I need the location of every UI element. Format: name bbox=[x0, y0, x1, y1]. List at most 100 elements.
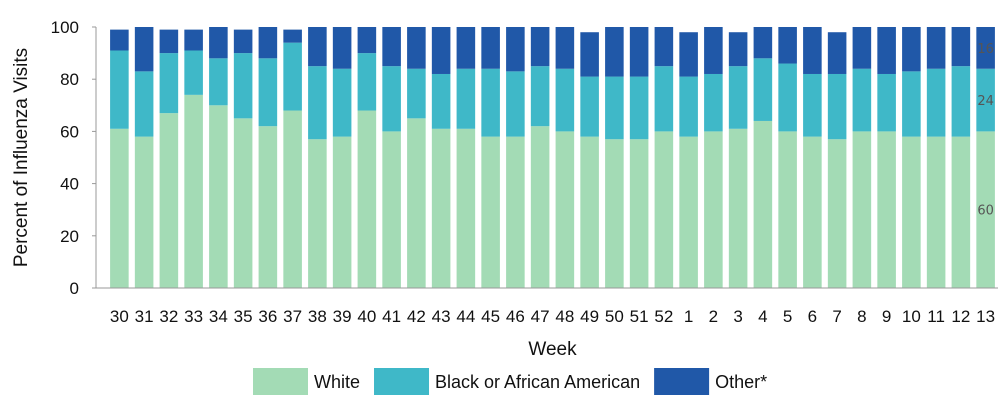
bar-white-week-9 bbox=[877, 131, 896, 288]
bar-stack-week-13 bbox=[976, 27, 995, 288]
bar-other-week-33 bbox=[184, 29, 203, 51]
bar-black-or-african-american-week-39 bbox=[332, 68, 352, 137]
bar-stack-week-3 bbox=[728, 32, 748, 288]
bar-black-or-african-american-week-49 bbox=[580, 76, 599, 137]
bar-other-week-7 bbox=[827, 32, 847, 74]
bar-other-week-9 bbox=[877, 27, 896, 74]
x-tick-label: 11 bbox=[927, 307, 945, 326]
bar-stack-week-30 bbox=[110, 29, 129, 288]
bar-other-week-1 bbox=[679, 32, 698, 77]
x-tick-label: 38 bbox=[308, 307, 327, 326]
x-tick-label: 41 bbox=[382, 307, 401, 326]
bar-other-week-3 bbox=[728, 32, 748, 67]
x-tick-label: 36 bbox=[258, 307, 277, 326]
bar-other-week-36 bbox=[258, 27, 278, 59]
x-tick-label: 5 bbox=[783, 307, 792, 326]
bar-white-week-47 bbox=[530, 126, 550, 289]
bar-white-week-33 bbox=[184, 94, 203, 288]
x-tick-label: 42 bbox=[407, 307, 426, 326]
bar-black-or-african-american-week-13 bbox=[976, 68, 995, 132]
bar-stack-week-4 bbox=[753, 27, 773, 289]
bar-black-or-african-american-week-33 bbox=[184, 50, 203, 95]
bar-other-week-39 bbox=[332, 27, 352, 69]
bar-stack-week-31 bbox=[134, 27, 154, 288]
bar-stack-week-48 bbox=[555, 27, 575, 288]
bar-other-week-44 bbox=[456, 27, 476, 69]
bar-black-or-african-american-week-11 bbox=[926, 68, 946, 137]
bar-white-week-2 bbox=[704, 131, 723, 288]
x-tick-label: 43 bbox=[432, 307, 451, 326]
bar-other-week-50 bbox=[605, 27, 624, 77]
bar-white-week-44 bbox=[456, 128, 476, 288]
bar-white-week-45 bbox=[481, 136, 500, 288]
x-tick-label: 31 bbox=[135, 307, 154, 326]
y-tick-label: 20 bbox=[60, 227, 79, 246]
bar-stack-week-2 bbox=[704, 27, 723, 288]
bar-black-or-african-american-week-9 bbox=[877, 73, 896, 132]
bar-other-week-13 bbox=[976, 27, 995, 69]
data-label: 16 bbox=[977, 42, 994, 57]
bar-stack-week-40 bbox=[357, 27, 377, 289]
bar-white-week-38 bbox=[308, 139, 327, 288]
bar-white-week-39 bbox=[332, 136, 352, 288]
bar-white-week-41 bbox=[382, 131, 401, 288]
data-label: 24 bbox=[977, 94, 994, 109]
bar-black-or-african-american-week-52 bbox=[654, 66, 674, 132]
x-tick-label: 3 bbox=[733, 307, 742, 326]
bar-white-week-49 bbox=[580, 136, 599, 288]
bar-black-or-african-american-week-34 bbox=[209, 58, 228, 106]
x-tick-label: 33 bbox=[184, 307, 203, 326]
bar-black-or-african-american-week-45 bbox=[481, 68, 500, 137]
bar-black-or-african-american-week-36 bbox=[258, 58, 278, 127]
bar-black-or-african-american-week-2 bbox=[704, 73, 723, 132]
bar-black-or-african-american-week-4 bbox=[753, 58, 773, 121]
x-tick-label: 40 bbox=[357, 307, 376, 326]
bar-stack-week-36 bbox=[258, 27, 278, 289]
bar-black-or-african-american-week-30 bbox=[110, 50, 129, 129]
bar-stack-week-10 bbox=[902, 27, 921, 288]
legend-item-white: White bbox=[253, 368, 360, 395]
bar-stack-week-43 bbox=[431, 27, 451, 288]
bar-stack-week-33 bbox=[184, 29, 203, 288]
bar-stack-week-52 bbox=[654, 27, 674, 288]
bar-white-week-3 bbox=[728, 128, 748, 288]
bar-stack-week-5 bbox=[778, 27, 797, 288]
bar-black-or-african-american-week-31 bbox=[134, 71, 154, 137]
x-tick-label: 50 bbox=[605, 307, 624, 326]
x-tick-label: 37 bbox=[283, 307, 302, 326]
bar-stack-week-46 bbox=[506, 27, 525, 288]
x-tick-label: 1 bbox=[684, 307, 693, 326]
bar-other-week-48 bbox=[555, 27, 575, 69]
bar-white-week-11 bbox=[926, 136, 946, 288]
x-tick-label: 47 bbox=[531, 307, 550, 326]
x-tick-label: 13 bbox=[976, 307, 995, 326]
bar-other-week-37 bbox=[283, 29, 302, 43]
bar-other-week-43 bbox=[431, 27, 451, 74]
x-tick-label: 49 bbox=[580, 307, 599, 326]
x-tick-label: 2 bbox=[709, 307, 718, 326]
bar-black-or-african-american-week-32 bbox=[159, 53, 179, 114]
bar-black-or-african-american-week-12 bbox=[951, 66, 971, 137]
bar-other-week-2 bbox=[704, 27, 723, 74]
x-tick-label: 44 bbox=[456, 307, 475, 326]
x-axis-title: Week bbox=[528, 339, 577, 360]
x-tick-label: 45 bbox=[481, 307, 500, 326]
bar-black-or-african-american-week-38 bbox=[308, 66, 327, 140]
bar-other-week-6 bbox=[803, 27, 822, 74]
x-tick-label: 12 bbox=[951, 307, 970, 326]
y-axis-title: Percent of Influenza Visits bbox=[11, 48, 32, 267]
bar-other-week-30 bbox=[110, 29, 129, 51]
bar-black-or-african-american-week-10 bbox=[902, 71, 921, 137]
bar-other-week-47 bbox=[530, 27, 550, 67]
bar-white-week-42 bbox=[407, 118, 426, 288]
x-tick-label: 8 bbox=[857, 307, 866, 326]
x-tick-label: 52 bbox=[654, 307, 673, 326]
bar-other-week-35 bbox=[233, 29, 253, 54]
legend-swatch bbox=[374, 368, 430, 395]
bar-stack-week-35 bbox=[233, 29, 253, 288]
bar-black-or-african-american-week-43 bbox=[431, 73, 451, 129]
bar-white-week-7 bbox=[827, 139, 847, 288]
bar-white-week-1 bbox=[679, 136, 698, 288]
